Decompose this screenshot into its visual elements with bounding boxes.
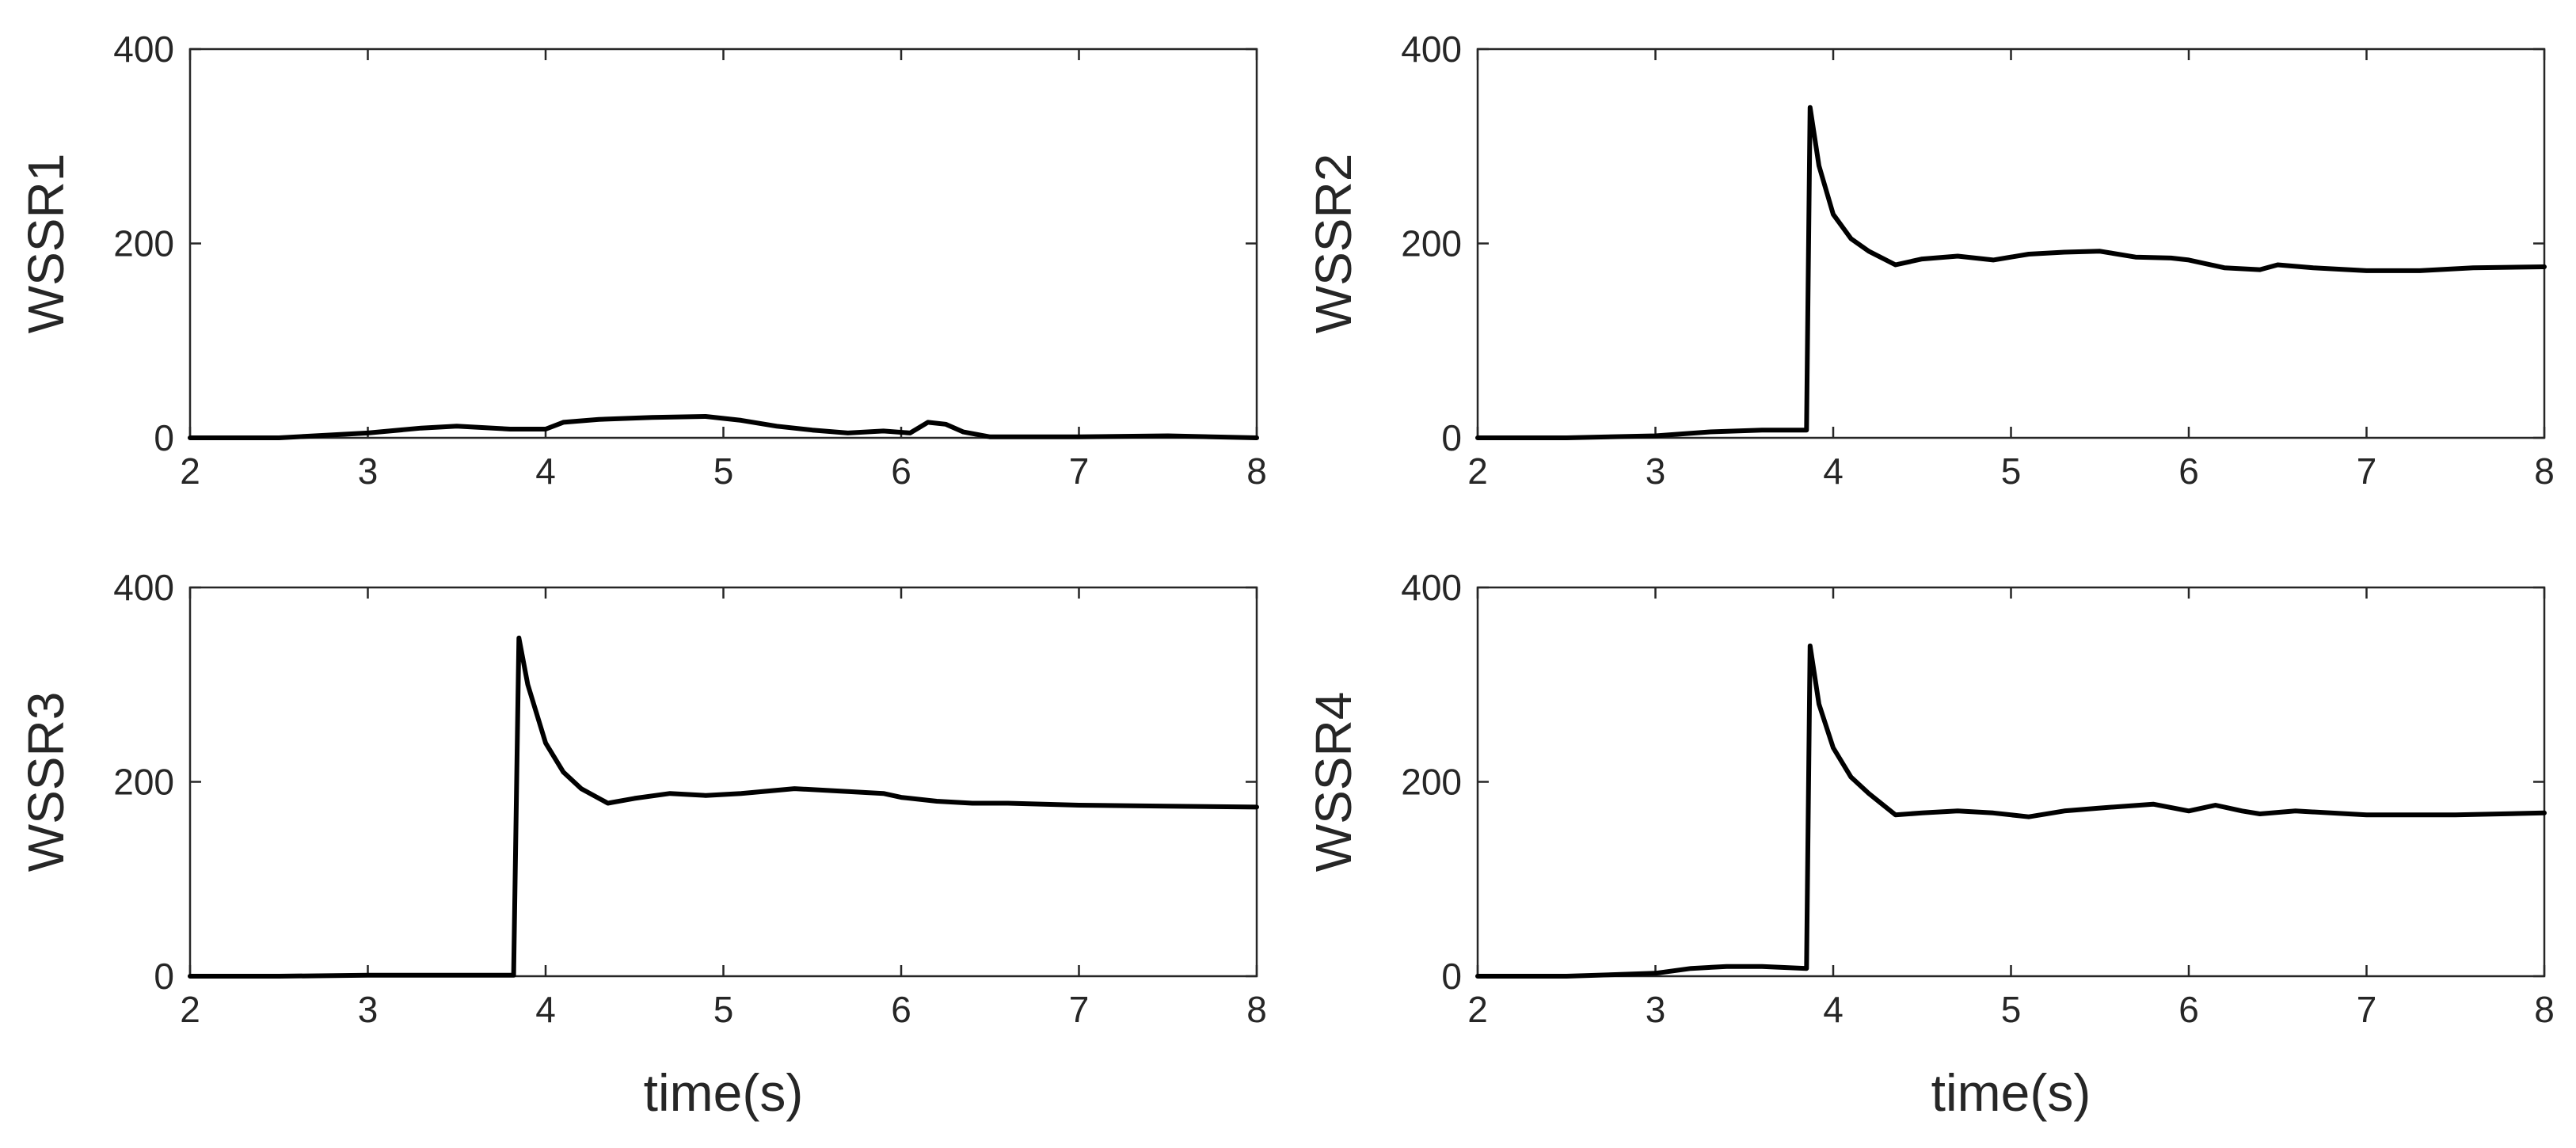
series-line-wssr4 [1475,643,2547,979]
x-tick-label: 5 [2001,989,2022,1030]
series-line-wssr2 [1475,105,2547,440]
x-tick-label: 7 [1069,989,1090,1030]
y-tick-label: 0 [1441,956,1462,997]
y-tick-label: 0 [154,417,174,458]
subplot-top-left: 2 3 4 5 6 7 8 0 200 400 WSSR1 [17,29,1267,492]
y-axis-label: WSSR4 [1305,692,1362,872]
series-line-wssr1 [188,414,1259,440]
x-tick-label: 2 [180,989,200,1030]
x-tick-label: 4 [535,989,556,1030]
x-tick-label: 8 [2534,450,2555,492]
x-tick-label: 6 [2178,450,2199,492]
x-tick-label: 6 [891,989,911,1030]
y-tick-label: 200 [1401,762,1462,803]
y-axis-label: WSSR1 [17,154,74,334]
y-axis-label: WSSR3 [17,692,74,872]
x-tick-label: 8 [1246,989,1267,1030]
plot-frame [1476,48,2546,439]
x-tick-label: 7 [2357,450,2377,492]
x-tick-label: 6 [2178,989,2199,1030]
plot-frame [188,48,1258,439]
x-tick-label: 3 [1646,450,1666,492]
x-tick-label: 4 [1823,450,1844,492]
y-tick-label: 0 [1441,417,1462,458]
x-axis-label: time(s) [644,1063,804,1122]
x-tick-label: 7 [1069,450,1090,492]
series-line-wssr3 [188,635,1259,979]
x-tick-label: 3 [1646,989,1666,1030]
x-tick-label: 3 [358,450,379,492]
y-tick-label: 0 [154,956,174,997]
x-tick-label: 5 [713,989,734,1030]
x-tick-label: 8 [1246,450,1267,492]
x-tick-label: 7 [2357,989,2377,1030]
y-tick-label: 200 [113,762,174,803]
subplot-bottom-left: 2 3 4 5 6 7 8 0 200 400 WSSR3 time(s) [17,567,1267,1122]
x-tick-label: 3 [358,989,379,1030]
y-tick-label: 400 [1401,29,1462,70]
y-tick-label: 400 [1401,567,1462,608]
x-tick-label: 4 [535,450,556,492]
y-tick-label: 400 [113,29,174,70]
plot-frame [188,586,1258,978]
x-tick-label: 2 [1467,450,1488,492]
y-tick-label: 200 [1401,223,1462,264]
x-tick-label: 8 [2534,989,2555,1030]
plot-frame [1476,586,2546,978]
x-tick-label: 2 [1467,989,1488,1030]
x-tick-label: 2 [180,450,200,492]
x-tick-label: 6 [891,450,911,492]
x-tick-label: 5 [2001,450,2022,492]
subplot-top-right: 2 3 4 5 6 7 8 0 200 400 WSSR2 [1305,29,2555,492]
y-tick-label: 400 [113,567,174,608]
x-tick-label: 5 [713,450,734,492]
x-tick-label: 4 [1823,989,1844,1030]
y-axis-label: WSSR2 [1305,154,1362,334]
subplot-bottom-right: 2 3 4 5 6 7 8 0 200 400 WSSR4 time(s) [1305,567,2555,1122]
y-tick-label: 200 [113,223,174,264]
x-axis-label: time(s) [1931,1063,2091,1122]
